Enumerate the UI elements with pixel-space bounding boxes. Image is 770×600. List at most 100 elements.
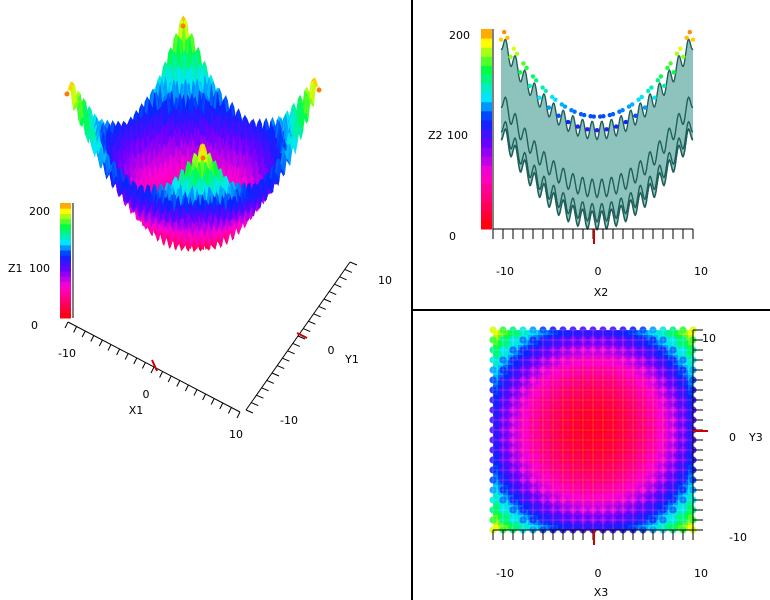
colorbar-segment: [481, 29, 492, 39]
side-body: [501, 39, 693, 230]
side-tip: [582, 112, 587, 118]
surface-3d: [64, 15, 322, 253]
y1-tick-mark: [329, 291, 337, 296]
side-tip: [620, 108, 625, 113]
side-tip: [668, 61, 673, 66]
side-tip: [543, 88, 548, 94]
colorbar-segment: [481, 56, 492, 66]
y1-tick-mark: [313, 313, 321, 318]
side-tip: [518, 70, 523, 75]
y1-tick-0: 0: [328, 344, 335, 357]
colorbar-segment: [481, 192, 492, 203]
colorbar-z2: [481, 29, 492, 230]
y1-tick-mark: [261, 387, 269, 392]
peak-mark: [64, 91, 70, 97]
x1-tick-mark: [236, 411, 241, 419]
side-tip: [658, 74, 664, 79]
side-tip: [662, 83, 667, 89]
colorbar-segment: [60, 239, 71, 246]
x1-tick-mark: [107, 344, 112, 351]
y1-axis-label: Y1: [344, 353, 359, 366]
side-tip: [498, 37, 504, 42]
z1-tick-100: 100: [29, 262, 50, 275]
side-tip: [585, 127, 590, 132]
x1-tick-mark: [176, 380, 181, 387]
colorbar-segment: [481, 38, 492, 48]
colorbar-segment: [481, 174, 492, 185]
y1-tick-mark: [251, 402, 259, 407]
y1-tick-mark: [344, 268, 352, 273]
colorbar-segment: [60, 276, 71, 282]
side-tip: [540, 85, 545, 90]
colorbar-segment: [481, 165, 492, 175]
colorbar-segment: [481, 92, 492, 103]
colorbar-segment: [481, 138, 492, 148]
colorbar-segment: [60, 218, 71, 225]
side-tip: [639, 94, 644, 100]
x1-tick-mark: [210, 398, 215, 405]
side-tip: [534, 78, 539, 83]
y1-tick-mark: [256, 394, 264, 399]
x1-tick-mark: [90, 335, 95, 342]
colorbar-segment: [60, 312, 71, 319]
colorbar-segment: [481, 119, 492, 130]
side-tip: [514, 51, 520, 57]
side-tip: [665, 65, 670, 71]
side-tip: [690, 37, 696, 42]
colorbar-segment: [481, 65, 492, 75]
y1-tick-mark: [308, 320, 316, 325]
colorbar-segment: [481, 101, 492, 112]
y1-tick-mark: [318, 305, 326, 310]
colorbar-segment: [60, 260, 71, 267]
side-tip: [575, 124, 580, 129]
x1-tick-mark: [193, 389, 198, 396]
y1-tick-mark: [245, 409, 254, 414]
x1-tick-mark: [133, 357, 138, 365]
x1-tick-mark: [219, 402, 224, 410]
side-tip: [591, 114, 596, 119]
side-tip: [687, 29, 692, 35]
colorbar-segment: [481, 110, 492, 121]
x2-tick-0: 0: [595, 265, 602, 278]
y1-tick-mark: [292, 342, 300, 347]
side-tip: [556, 113, 561, 118]
y1-tick-mark: [323, 298, 332, 303]
colorbar-segment: [60, 223, 71, 230]
x1-tick-mark: [141, 362, 146, 369]
side-tip: [604, 127, 609, 132]
side-tip: [502, 29, 507, 35]
x1-tick-mark: [73, 326, 78, 333]
colorbar-segment: [481, 47, 492, 57]
colorbar-segment: [60, 286, 71, 293]
side-tip: [674, 51, 680, 57]
panel-side-view: 0 100 200 Z2 -10 0 10 X2: [428, 29, 708, 299]
side-tip: [521, 61, 526, 66]
colorbar-segment: [60, 208, 71, 214]
side-tip: [671, 70, 676, 75]
y1-tick-mark: [334, 283, 342, 288]
side-tip: [623, 119, 628, 125]
side-tip: [684, 35, 689, 41]
colorbar-segment: [60, 229, 71, 235]
x2-tick-neg10: -10: [496, 265, 514, 278]
colorbar-segment: [481, 129, 492, 139]
colorbar-segment: [481, 147, 492, 157]
panel-3d: 0 100 200 Z1 -10 0 10 X1 10 0 -10 Y1: [8, 15, 392, 441]
colorbar-segment: [481, 156, 492, 166]
y1-tick-mark: [271, 372, 280, 377]
side-tip: [508, 54, 513, 60]
x1-tick-mark: [150, 366, 155, 374]
x1-tick-mark: [81, 330, 86, 338]
peak-mark: [316, 87, 322, 93]
x1-tick-mark: [64, 321, 69, 329]
side-tip: [505, 35, 510, 41]
side-tip: [601, 114, 606, 119]
colorbar-segment: [60, 255, 71, 261]
x1-tick-mark: [184, 384, 189, 392]
colorbar-segment: [60, 281, 71, 288]
side-tip: [527, 83, 532, 89]
colorbar-segment: [60, 291, 71, 298]
z2-tick-100: 100: [447, 129, 468, 142]
side-tip: [562, 104, 568, 109]
side-tip: [614, 124, 619, 129]
